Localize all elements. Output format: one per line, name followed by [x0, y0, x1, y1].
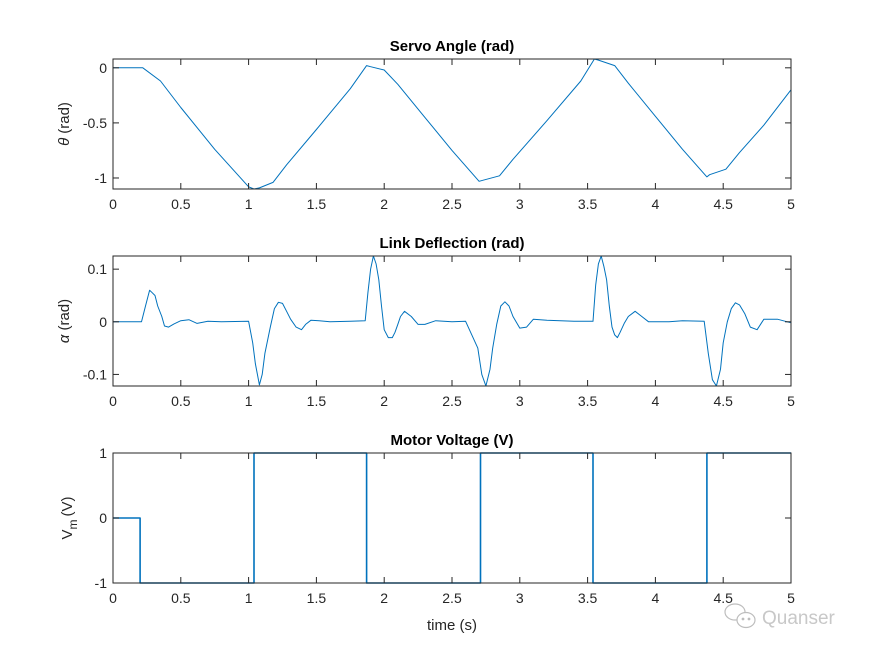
plot-title: Servo Angle (rad) [390, 38, 514, 55]
x-axis-label: time (s) [427, 617, 477, 634]
y-tick-label: -1 [95, 170, 108, 186]
x-tick-label: 0.5 [171, 393, 191, 409]
y-tick-label: 0 [99, 314, 107, 330]
x-tick-label: 2 [380, 196, 388, 212]
x-tick-label: 3 [516, 393, 524, 409]
x-tick-label: 2.5 [442, 590, 462, 606]
x-tick-label: 4.5 [713, 196, 733, 212]
x-tick-label: 4.5 [713, 393, 733, 409]
y-tick-label: 0 [99, 510, 107, 526]
x-tick-label: 0 [109, 393, 117, 409]
series-line-alpha [113, 255, 792, 387]
y-tick-label: 0.1 [88, 261, 108, 277]
x-tick-label: 2.5 [442, 196, 462, 212]
x-tick-label: 5 [787, 196, 795, 212]
plot-title: Link Deflection (rad) [379, 235, 524, 252]
x-tick-label: 5 [787, 393, 795, 409]
plot-title: Motor Voltage (V) [390, 432, 513, 449]
y-axis-unit: (rad) [56, 299, 73, 331]
x-tick-label: 3 [516, 590, 524, 606]
x-tick-label: 4 [652, 196, 660, 212]
y-axis-label: Vm (V) [59, 496, 80, 539]
y-tick-label: -0.5 [83, 115, 107, 131]
x-tick-label: 2 [380, 590, 388, 606]
x-tick-label: 3 [516, 196, 524, 212]
y-axis-unit: (V) [59, 496, 76, 516]
x-tick-label: 4 [652, 590, 660, 606]
y-axis-symbol: α [56, 334, 73, 343]
y-axis-label: θ (rad) [56, 102, 73, 146]
y-tick-label: 0 [99, 60, 107, 76]
motor-voltage-plot: Motor Voltage (V) Vm (V) time (s) 0 0.5 1 1.… [59, 432, 795, 634]
y-axis-symbol: V [59, 529, 76, 539]
plot-area [113, 453, 791, 583]
x-tick-label: 3.5 [578, 196, 598, 212]
wechat-icon [724, 603, 756, 629]
x-tick-label: 0 [109, 196, 117, 212]
servo-angle-plot: Servo Angle (rad) θ (rad) 0 0.5 1 1.5 2 2.5 3 3.… [56, 38, 795, 212]
x-tick-label: 0.5 [171, 196, 191, 212]
y-tick-label: -0.1 [83, 366, 107, 382]
x-tick-label: 4 [652, 393, 660, 409]
link-deflection-plot: Link Deflection (rad) α (rad) 0 0.5 1 1.5 2 2.… [56, 235, 795, 409]
x-tick-label: 0 [109, 590, 117, 606]
plot-area [113, 59, 791, 189]
y-axis-symbol: θ [56, 138, 73, 146]
x-tick-label: 5 [787, 590, 795, 606]
x-tick-label: 3.5 [578, 590, 598, 606]
x-tick-label: 1 [245, 590, 253, 606]
y-tick-label: -1 [95, 575, 108, 591]
x-tick-label: 1 [245, 196, 253, 212]
y-axis-label: α (rad) [56, 299, 73, 343]
x-tick-label: 1 [245, 393, 253, 409]
y-axis-subscript: m [66, 519, 80, 529]
x-tick-label: 2.5 [442, 393, 462, 409]
x-tick-label: 1.5 [307, 196, 327, 212]
x-tick-label: 1.5 [307, 393, 327, 409]
watermark: Quanser [724, 603, 836, 629]
watermark-text: Quanser [762, 608, 836, 629]
x-tick-label: 2 [380, 393, 388, 409]
x-tick-label: 3.5 [578, 393, 598, 409]
x-tick-label: 0.5 [171, 590, 191, 606]
y-tick-label: 1 [99, 445, 107, 461]
x-tick-label: 4.5 [713, 590, 733, 606]
y-axis-unit: (rad) [56, 102, 73, 134]
x-tick-label: 1.5 [307, 590, 327, 606]
